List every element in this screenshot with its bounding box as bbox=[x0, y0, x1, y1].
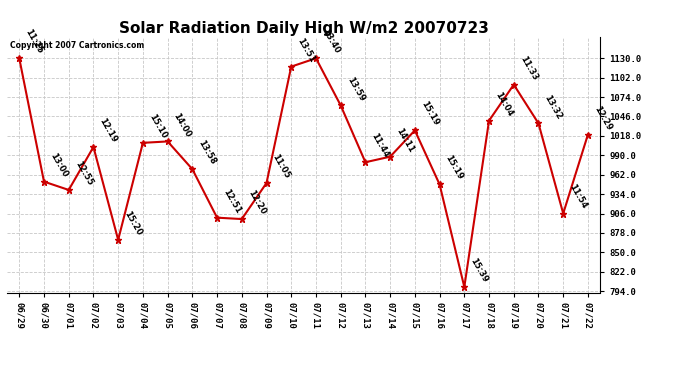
Text: 15:19: 15:19 bbox=[419, 100, 440, 128]
Text: 11:05: 11:05 bbox=[270, 153, 292, 180]
Text: 12:19: 12:19 bbox=[97, 117, 119, 144]
Text: 15:19: 15:19 bbox=[444, 154, 465, 182]
Text: 11:44: 11:44 bbox=[370, 132, 391, 159]
Text: 14:00: 14:00 bbox=[172, 111, 193, 139]
Text: 15:20: 15:20 bbox=[122, 209, 144, 237]
Text: 11:54: 11:54 bbox=[567, 183, 589, 211]
Text: 13:32: 13:32 bbox=[542, 93, 564, 121]
Text: 13:51: 13:51 bbox=[295, 36, 317, 64]
Text: 14:04: 14:04 bbox=[493, 90, 514, 118]
Text: 12:20: 12:20 bbox=[246, 189, 267, 216]
Text: 15:39: 15:39 bbox=[469, 256, 490, 284]
Text: 12:29: 12:29 bbox=[592, 104, 613, 132]
Text: 14:11: 14:11 bbox=[394, 126, 415, 154]
Text: 11:25: 11:25 bbox=[23, 28, 45, 56]
Text: 13:00: 13:00 bbox=[48, 152, 69, 179]
Text: Copyright 2007 Cartronics.com: Copyright 2007 Cartronics.com bbox=[10, 41, 144, 50]
Text: 13:40: 13:40 bbox=[320, 28, 342, 56]
Title: Solar Radiation Daily High W/m2 20070723: Solar Radiation Daily High W/m2 20070723 bbox=[119, 21, 489, 36]
Text: 13:58: 13:58 bbox=[197, 139, 217, 166]
Text: 12:55: 12:55 bbox=[73, 159, 94, 187]
Text: 12:51: 12:51 bbox=[221, 187, 242, 215]
Text: 13:59: 13:59 bbox=[345, 75, 366, 103]
Text: 15:10: 15:10 bbox=[147, 112, 168, 140]
Text: 11:33: 11:33 bbox=[518, 54, 539, 82]
